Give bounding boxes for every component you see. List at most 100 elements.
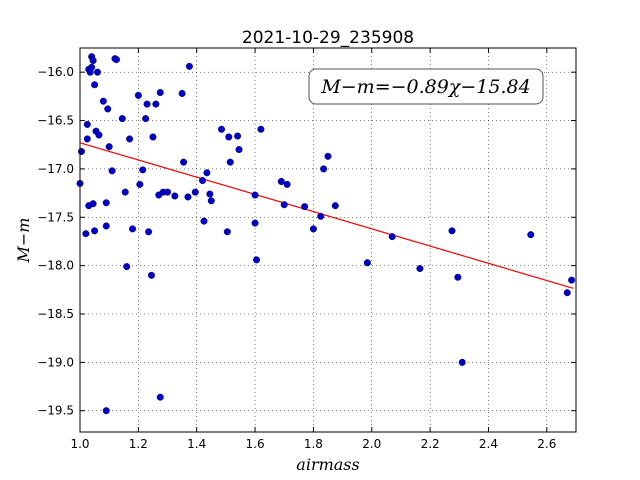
data-point <box>102 407 110 415</box>
y-tick-label: −17.5 <box>37 210 74 224</box>
data-point <box>91 227 99 235</box>
data-point <box>199 177 207 185</box>
x-tick-label: 1.2 <box>129 437 148 451</box>
data-point <box>136 180 144 188</box>
x-tick-label: 2.6 <box>537 437 556 451</box>
data-point <box>123 263 131 271</box>
data-point <box>568 276 576 284</box>
data-point <box>104 105 112 113</box>
data-point <box>129 225 137 233</box>
data-point <box>206 190 214 198</box>
data-point <box>301 203 309 211</box>
data-point <box>147 271 155 279</box>
data-point <box>83 120 91 128</box>
data-point <box>458 358 466 366</box>
data-point <box>280 201 288 209</box>
data-point <box>83 135 91 143</box>
fit-line-layer <box>79 142 574 289</box>
x-tick-label: 2.2 <box>421 437 440 451</box>
data-point <box>563 289 571 297</box>
data-point <box>102 199 110 207</box>
data-point <box>203 169 211 177</box>
data-point <box>448 227 456 235</box>
data-point <box>234 132 242 140</box>
data-point <box>257 125 265 133</box>
fit-line <box>79 142 574 289</box>
data-point <box>309 225 317 233</box>
data-point <box>317 212 325 220</box>
x-tick-label: 1.6 <box>246 437 265 451</box>
plot-frame <box>79 47 577 433</box>
data-point <box>416 265 424 273</box>
data-point <box>105 143 113 151</box>
data-point <box>320 165 328 173</box>
data-point <box>88 63 96 71</box>
data-point <box>331 202 339 210</box>
x-tick-label: 2.0 <box>362 437 381 451</box>
y-tick-label: −16.5 <box>37 114 74 128</box>
data-point <box>82 230 90 238</box>
data-point <box>225 133 233 141</box>
x-axis-label: airmass <box>296 455 359 474</box>
data-point <box>164 188 172 196</box>
data-point <box>251 219 259 227</box>
data-point <box>207 197 215 205</box>
x-tick-label: 1.8 <box>304 437 323 451</box>
data-point <box>180 158 188 166</box>
y-tick-label: −18.5 <box>37 307 74 321</box>
fit-equation-box: M−m=−0.89χ−15.84 <box>308 68 544 105</box>
axis-ticks: 1.0 1.2 1.4 1.6 1.8 2.0 2.2 2.4 2.6 −16.0 −16.5 −17… <box>37 48 576 451</box>
data-point <box>283 180 291 188</box>
data-point <box>99 97 107 105</box>
data-point <box>156 393 164 401</box>
data-point <box>253 256 261 264</box>
data-point <box>200 217 208 225</box>
data-points <box>76 53 576 415</box>
data-point <box>527 231 535 239</box>
data-point <box>108 167 116 175</box>
data-point <box>363 259 371 267</box>
y-tick-label: −17.0 <box>37 162 74 176</box>
data-point <box>143 100 151 108</box>
data-point <box>142 115 150 123</box>
fit-equation-text: M−m=−0.89χ−15.84 <box>320 76 530 98</box>
y-axis-label: M−m <box>14 218 33 264</box>
y-tick-label: −18.0 <box>37 259 74 273</box>
data-point <box>171 192 179 200</box>
data-point <box>223 228 231 236</box>
y-tick-label: −19.0 <box>37 355 74 369</box>
x-tick-label: 1.4 <box>187 437 206 451</box>
data-point <box>218 125 226 133</box>
data-point <box>226 158 234 166</box>
x-tick-label: 2.4 <box>479 437 498 451</box>
data-point <box>89 200 97 208</box>
data-point <box>277 177 285 185</box>
data-point <box>91 81 99 89</box>
data-point <box>118 115 126 123</box>
data-point <box>126 135 134 143</box>
data-point <box>89 57 97 65</box>
data-point <box>388 233 396 241</box>
data-point <box>121 188 129 196</box>
data-point <box>156 88 164 96</box>
data-point <box>185 62 193 70</box>
data-point <box>191 188 199 196</box>
data-point <box>77 147 85 155</box>
data-point <box>102 222 110 230</box>
data-point <box>112 56 120 64</box>
data-point <box>184 193 192 201</box>
data-point <box>251 191 259 199</box>
data-point <box>134 91 142 99</box>
data-point <box>324 152 332 160</box>
data-point <box>149 133 157 141</box>
data-point <box>145 228 153 236</box>
data-point <box>178 89 186 97</box>
x-tick-label: 1.0 <box>70 437 89 451</box>
data-point <box>95 131 103 139</box>
chart-title: 2021-10-29_235908 <box>242 28 414 48</box>
data-point <box>94 68 102 76</box>
y-tick-label: −19.5 <box>37 404 74 418</box>
data-point <box>454 273 462 281</box>
y-tick-label: −16.0 <box>37 65 74 79</box>
